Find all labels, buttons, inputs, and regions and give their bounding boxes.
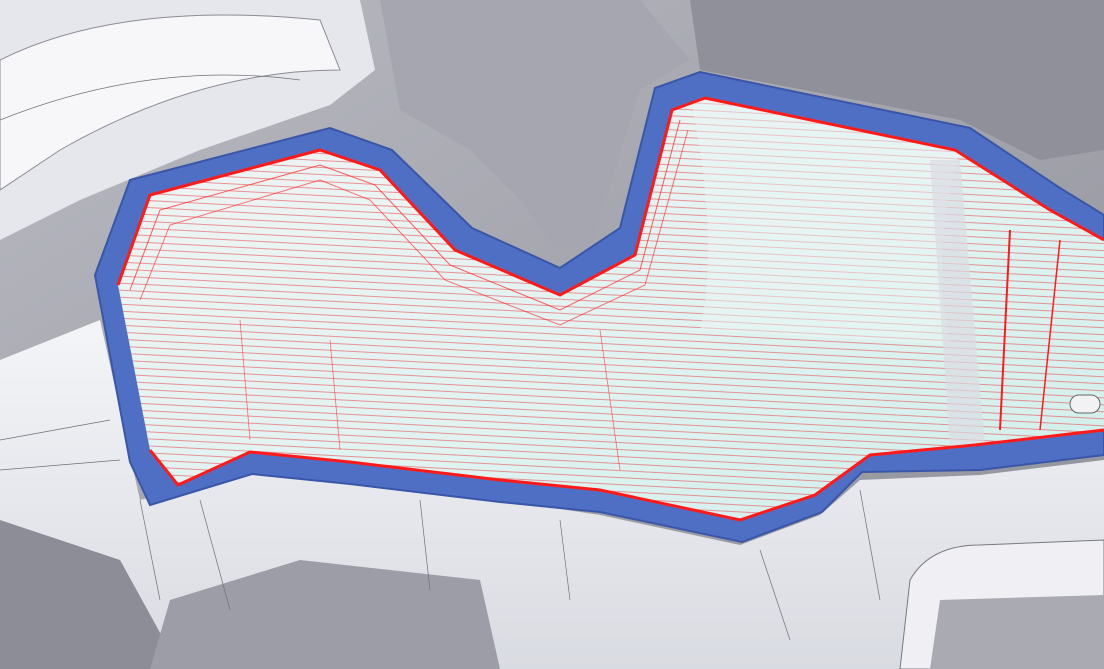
slot (1069, 394, 1101, 414)
upper-block (380, 0, 690, 250)
step-wall (930, 160, 985, 448)
upper-right-block (690, 0, 1104, 160)
wall-toolpaths (116, 96, 1104, 522)
lower-left-block (0, 520, 180, 669)
floor-highlight (690, 98, 960, 345)
lower-block (150, 560, 500, 669)
upper-left-rim (0, 14, 341, 191)
lower-right-boss-top (930, 595, 1104, 669)
surface-edges (0, 74, 881, 641)
